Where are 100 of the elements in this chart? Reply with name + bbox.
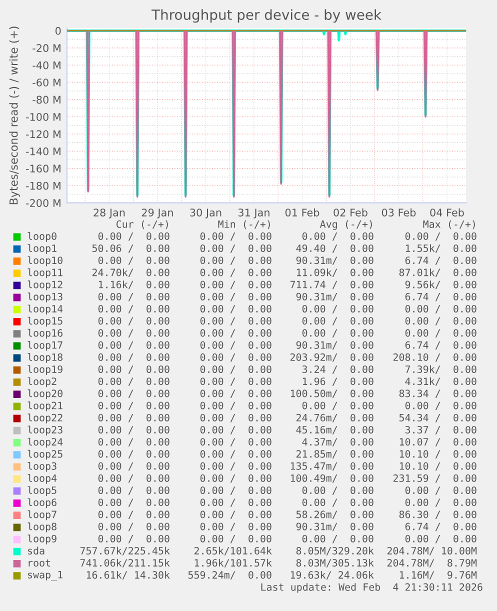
legend-label: loop3 bbox=[28, 462, 56, 472]
text: 0.00 / 0.00 bbox=[98, 232, 170, 241]
legend-label: loop7 bbox=[28, 510, 56, 520]
y-tick-label: -40 M bbox=[32, 61, 60, 70]
text: 0.00 / 0.00 bbox=[98, 498, 170, 507]
text: 19.63k/ 24.06k bbox=[290, 570, 374, 580]
text: 0.00 / 0.00 bbox=[405, 304, 476, 314]
text: 54.34 / 0.00 bbox=[399, 414, 476, 422]
x-tick-label: 30 Jan bbox=[190, 208, 222, 218]
text: 559.24m/ 0.00 bbox=[188, 571, 272, 580]
text: 0.00 / 0.00 bbox=[98, 534, 170, 544]
legend-label: loop20 bbox=[28, 389, 62, 400]
y-axis-title: Bytes/second read (-) / write (+) bbox=[9, 26, 20, 204]
text: Max (-/+) bbox=[423, 220, 475, 230]
text: 50.06 / 0.00 bbox=[92, 244, 170, 253]
text: 10.07 / 0.00 bbox=[400, 438, 476, 446]
text: 90.31m/ 0.00 bbox=[296, 522, 374, 532]
legend-label: loop22 bbox=[28, 414, 62, 424]
text: 711.74 / 0.00 bbox=[290, 280, 374, 290]
legend-label: loop8 bbox=[28, 522, 56, 532]
legend-label: loop19 bbox=[28, 365, 62, 375]
text: 0.00 / 0.00 bbox=[200, 329, 272, 338]
text: 0.00 / 0.00 bbox=[302, 534, 374, 544]
text: 0.00 / 0.00 bbox=[200, 414, 272, 422]
text: 0.00 / 0.00 bbox=[98, 329, 170, 338]
y-tick-label: -100 M bbox=[26, 112, 60, 121]
legend-label: loop23 bbox=[28, 426, 62, 436]
text: 0.00 / 0.00 bbox=[302, 402, 374, 410]
text: 1.96k/101.57k bbox=[194, 558, 272, 568]
text: 0.00 / 0.00 bbox=[200, 390, 272, 398]
legend-label: loop9 bbox=[28, 534, 56, 544]
text: 0.00 / 0.00 bbox=[302, 317, 374, 326]
text: 86.30 / 0.00 bbox=[399, 510, 476, 520]
text: 0.00 / 0.00 bbox=[200, 522, 272, 532]
text: 0.00 / 0.00 bbox=[405, 534, 476, 544]
x-tick-label: 04 Feb bbox=[430, 208, 464, 216]
text: 0.00 / 0.00 bbox=[200, 462, 272, 471]
text: Min (-/+) bbox=[218, 220, 270, 230]
text: 10.10 / 0.00 bbox=[400, 450, 476, 459]
text: 0.00 / 0.00 bbox=[302, 498, 374, 507]
x-tick-label: 03 Feb bbox=[382, 208, 416, 216]
text: 0.00 / 0.00 bbox=[405, 317, 476, 326]
text: 1.16k/ 0.00 bbox=[98, 280, 170, 290]
text: 0.00 / 0.00 bbox=[200, 304, 272, 314]
x-tick-label: 02 Feb bbox=[334, 208, 368, 216]
legend-label: loop0 bbox=[28, 232, 56, 242]
text: 0.00 / 0.00 bbox=[200, 534, 272, 544]
text: 8.03M/305.13k bbox=[296, 558, 374, 568]
text: 0.00 / 0.00 bbox=[98, 474, 170, 483]
text: 0.00 / 0.00 bbox=[200, 353, 272, 362]
legend-label: loop17 bbox=[28, 341, 62, 351]
legend-label: loop10 bbox=[28, 256, 62, 266]
text: 0.00 / 0.00 bbox=[200, 280, 272, 290]
text: 204.78M/ 10.00M bbox=[387, 546, 477, 556]
text: 0.00 / 0.00 bbox=[98, 390, 170, 398]
text: 231.59 / 0.00 bbox=[393, 474, 476, 483]
text: Cur (-/+) bbox=[116, 220, 168, 230]
y-tick-label: -200 M bbox=[26, 199, 60, 207]
text: 90.31m/ 0.00 bbox=[296, 341, 374, 350]
text: 0.00 / 0.00 bbox=[200, 402, 272, 410]
chart-title: Throughput per device - by week bbox=[152, 9, 382, 23]
text: 0.00 / 0.00 bbox=[200, 292, 272, 302]
text: 0.00 / 0.00 bbox=[98, 462, 170, 471]
y-tick-label: -180 M bbox=[26, 182, 60, 190]
text: 6.74 / 0.00 bbox=[405, 522, 476, 532]
legend-label: loop12 bbox=[28, 280, 62, 290]
text: 0.00 / 0.00 bbox=[98, 426, 170, 434]
text: 0.00 / 0.00 bbox=[98, 510, 170, 520]
text: 0.00 / 0.00 bbox=[98, 450, 170, 459]
legend-label: loop21 bbox=[28, 402, 62, 412]
text: 0.00 / 0.00 bbox=[200, 378, 272, 386]
y-tick-label: -120 M bbox=[26, 130, 60, 138]
text: 0.00 / 0.00 bbox=[405, 329, 476, 338]
text: 0.00 / 0.00 bbox=[200, 268, 272, 278]
text: 0.00 / 0.00 bbox=[302, 232, 374, 241]
text: 2.65k/101.64k bbox=[194, 546, 272, 556]
text: 0.00 / 0.00 bbox=[98, 353, 170, 362]
text: 0.00 / 0.00 bbox=[98, 304, 170, 314]
text: 0.00 / 0.00 bbox=[200, 498, 272, 507]
text: 0.00 / 0.00 bbox=[98, 402, 170, 410]
legend-label: loop1 bbox=[28, 244, 56, 254]
text: 0.00 / 0.00 bbox=[98, 317, 170, 326]
text: 0.00 / 0.00 bbox=[98, 522, 170, 532]
legend-label: loop24 bbox=[28, 438, 63, 448]
legend-label: loop5 bbox=[28, 486, 56, 496]
text: 11.09k/ 0.00 bbox=[296, 268, 374, 278]
text: 8.05M/329.20k bbox=[296, 546, 374, 556]
text: 6.74 / 0.00 bbox=[405, 256, 476, 265]
text: 0.00 / 0.00 bbox=[200, 474, 272, 483]
legend-label: loop15 bbox=[28, 316, 62, 327]
x-tick-label: 28 Jan bbox=[94, 208, 125, 218]
text: 4.31k/ 0.00 bbox=[405, 377, 476, 386]
text: 24.70k/ 0.00 bbox=[92, 268, 170, 278]
text: 0.00 / 0.00 bbox=[200, 232, 272, 241]
text: 757.67k/225.45k bbox=[80, 546, 170, 556]
legend-label: loop4 bbox=[28, 474, 57, 484]
legend-label: loop13 bbox=[28, 292, 62, 302]
text: 0.00 / 0.00 bbox=[98, 378, 170, 386]
text: 0.00 / 0.00 bbox=[200, 365, 272, 374]
text: 1.96 / 0.00 bbox=[302, 378, 374, 386]
